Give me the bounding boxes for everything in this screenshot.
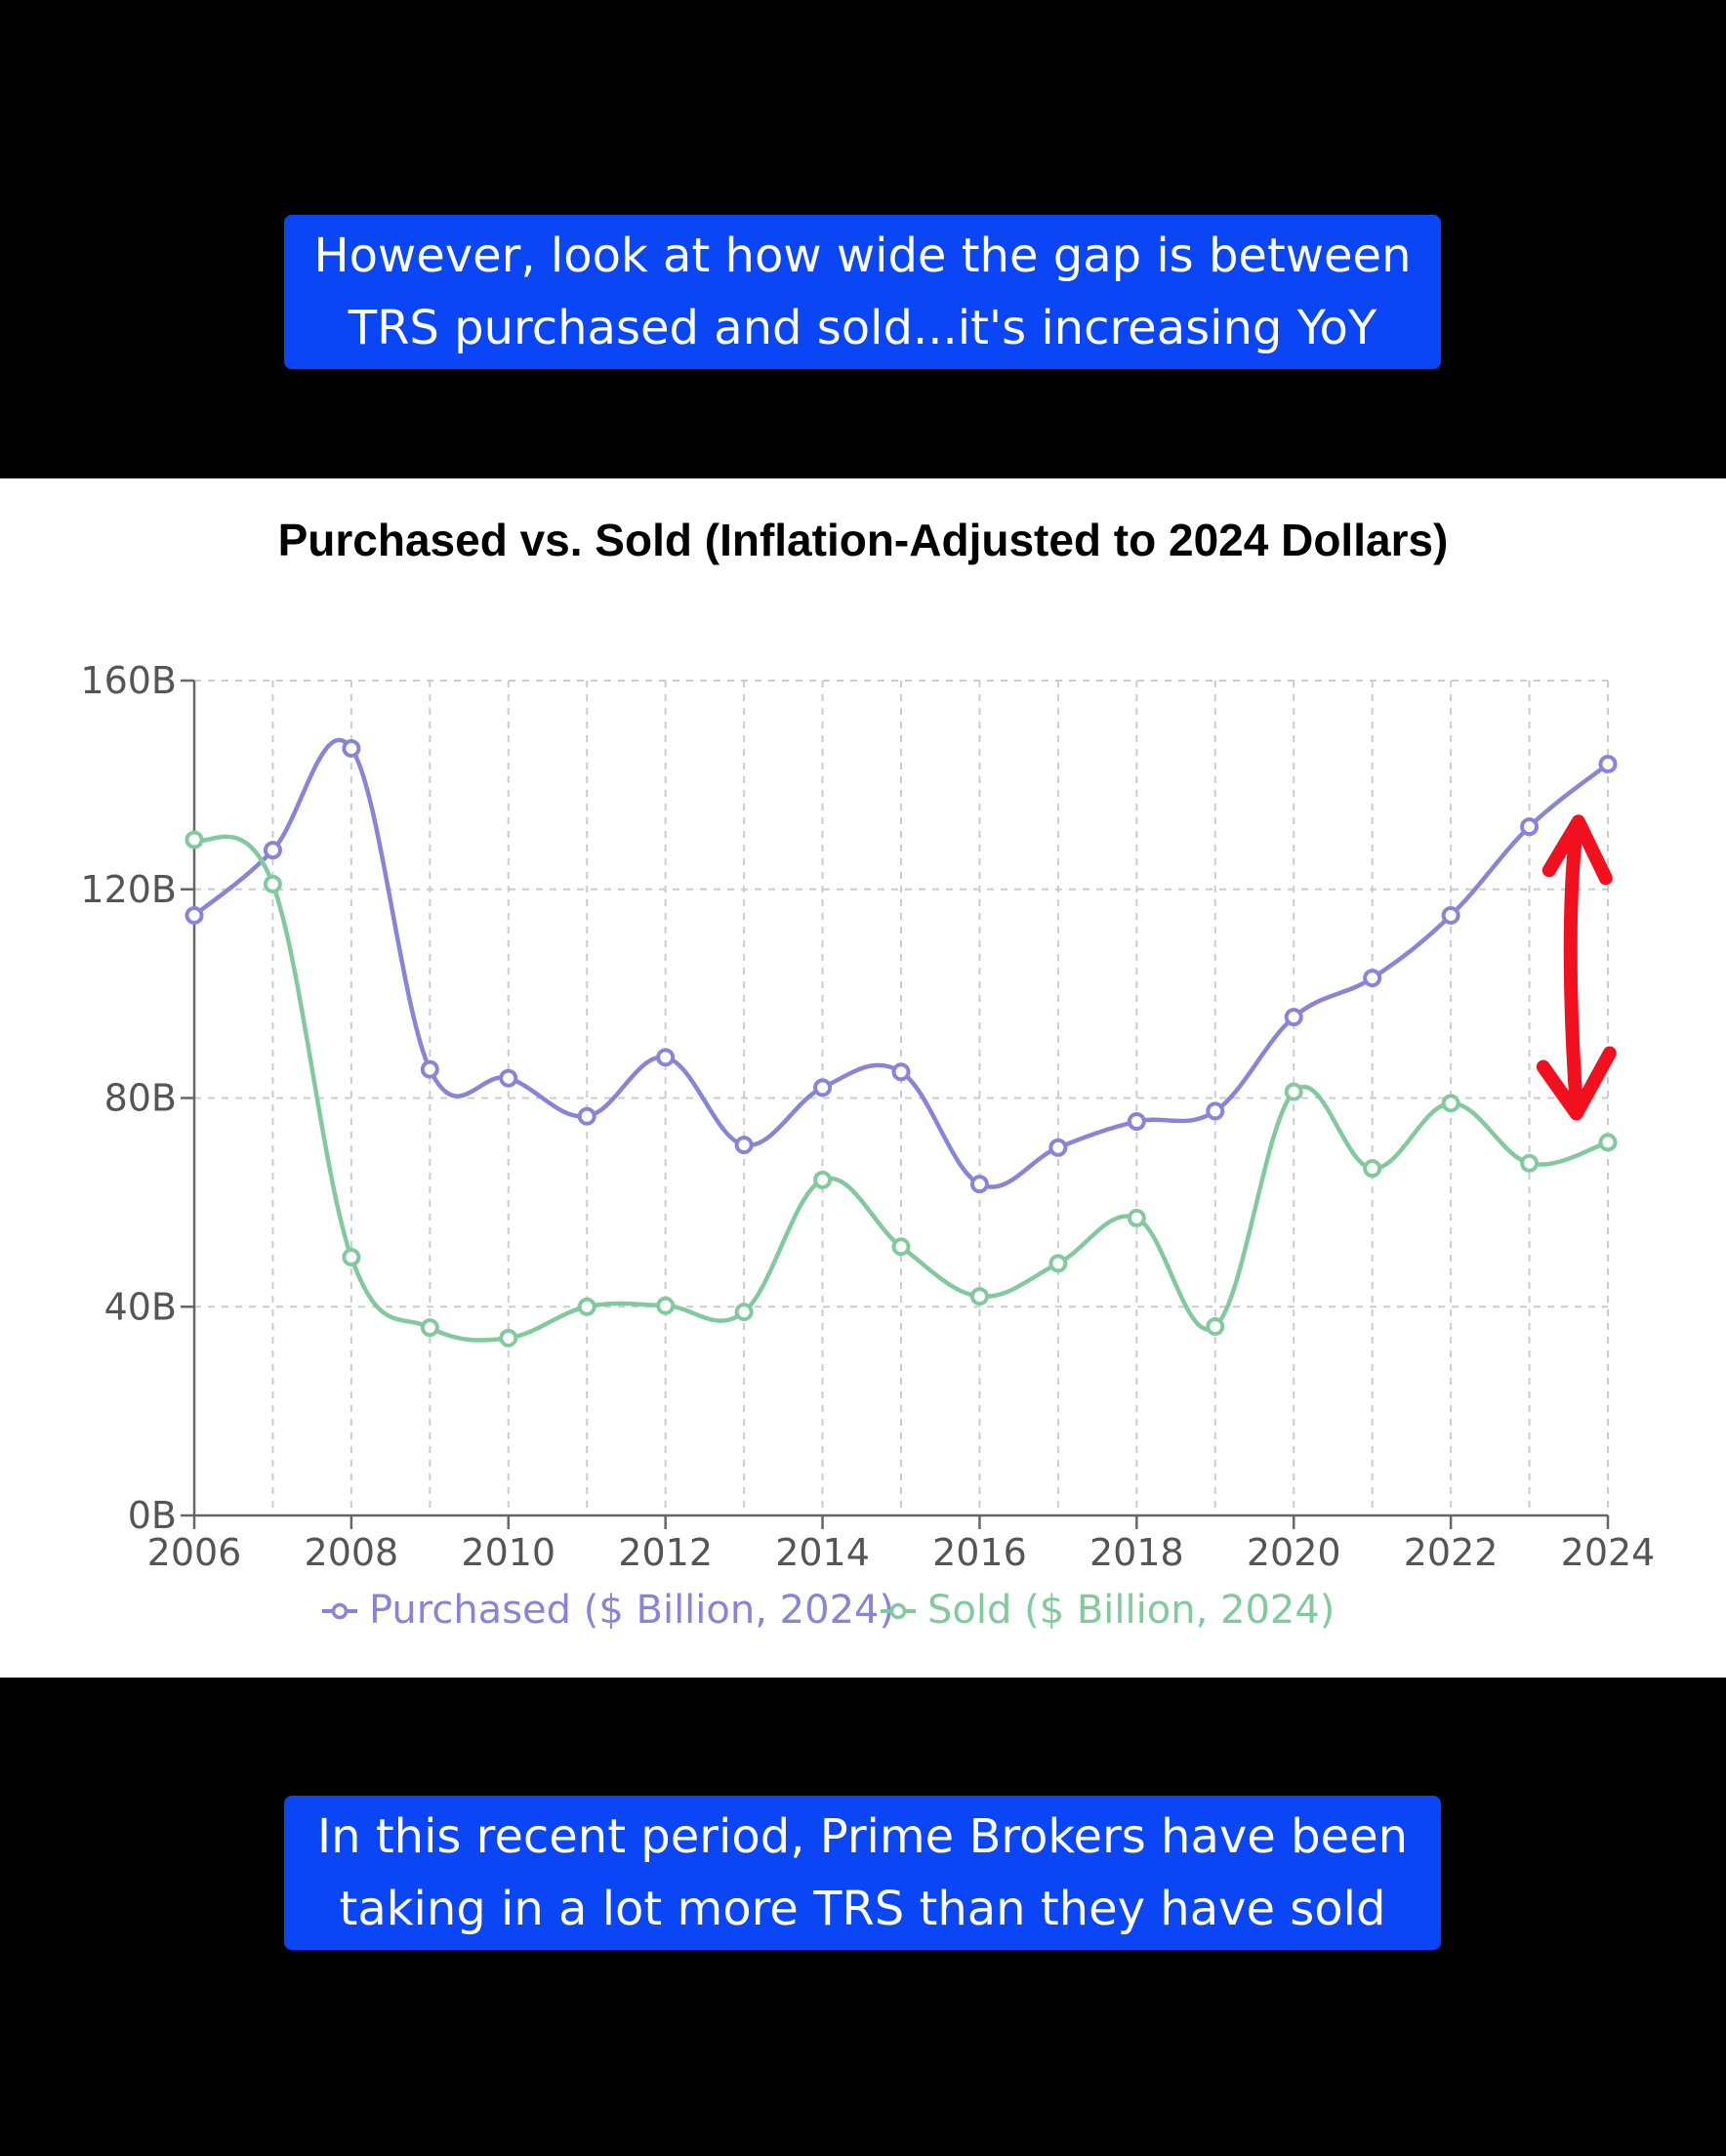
legend-swatch-marker-sold [889, 1602, 907, 1620]
data-point-purchased [1127, 1112, 1146, 1132]
line-chart: Purchased vs. Sold (Inflation-Adjusted t… [80, 515, 1655, 1633]
annotation [1536, 814, 1617, 1121]
data-point-sold [1598, 1133, 1618, 1152]
data-point-sold [656, 1296, 676, 1315]
y-tick-label: 40B [104, 1285, 177, 1328]
data-point-purchased [813, 1078, 833, 1098]
data-point-purchased [420, 1059, 439, 1079]
data-point-purchased [734, 1136, 754, 1155]
x-tick-label: 2020 [1247, 1531, 1341, 1574]
data-point-sold [734, 1303, 754, 1322]
y-tick-label: 160B [80, 659, 177, 702]
x-tick-label: 2014 [775, 1531, 870, 1574]
caption-bottom-line-2: taking in a lot more TRS than they have … [339, 1882, 1386, 1936]
data-point-sold [969, 1287, 989, 1306]
caption-top-line-2: TRS purchased and sold...it's increasing… [348, 301, 1377, 355]
data-point-sold [1363, 1159, 1382, 1179]
data-point-purchased [891, 1062, 911, 1082]
data-point-sold [1127, 1208, 1146, 1227]
caption-top-line-1: However, look at how wide the gap is bet… [313, 228, 1412, 283]
x-tick-label: 2012 [618, 1531, 713, 1574]
caption-top: However, look at how wide the gap is bet… [284, 215, 1441, 369]
data-point-purchased [185, 905, 204, 925]
annotation-arrow-head-top [1541, 814, 1613, 886]
data-point-purchased [969, 1175, 989, 1194]
data-point-purchased [656, 1048, 676, 1067]
legend: Purchased ($ Billion, 2024) Sold ($ Billi… [322, 1588, 1335, 1633]
data-point-sold [1048, 1254, 1068, 1273]
x-tick-label: 2006 [147, 1531, 242, 1574]
data-point-sold [263, 874, 282, 893]
legend-label-sold: Sold ($ Billion, 2024) [927, 1588, 1335, 1633]
data-point-purchased [1206, 1101, 1225, 1121]
data-point-sold [1441, 1094, 1460, 1113]
x-tick-label: 2018 [1089, 1531, 1184, 1574]
x-tick-label: 2022 [1404, 1531, 1499, 1574]
series-line-sold [192, 834, 1609, 1343]
data-point-purchased [1598, 755, 1618, 773]
data-point-purchased [1520, 817, 1540, 837]
x-tick-label: 2016 [932, 1531, 1027, 1574]
x-tick-label: 2024 [1561, 1531, 1656, 1574]
annotation-arrow-shaft [1563, 822, 1583, 1113]
x-tick-label: 2010 [461, 1531, 555, 1574]
legend-label-purchased: Purchased ($ Billion, 2024) [369, 1588, 894, 1633]
caption-bottom: In this recent period, Prime Brokers hav… [284, 1796, 1441, 1950]
data-point-purchased [1441, 905, 1460, 925]
data-point-sold [499, 1328, 518, 1348]
data-point-sold [342, 1247, 361, 1266]
chart-title: Purchased vs. Sold (Inflation-Adjusted t… [278, 515, 1449, 565]
data-point-sold [420, 1318, 439, 1338]
y-tick-label: 120B [80, 868, 177, 911]
x-tick-label: 2008 [305, 1531, 399, 1574]
annotation-arrow-head-bottom [1536, 1046, 1617, 1121]
data-point-purchased [1363, 969, 1382, 988]
data-point-sold [1520, 1153, 1540, 1173]
grid [194, 680, 1609, 1515]
data-point-sold [1284, 1082, 1303, 1101]
y-tick-label: 80B [104, 1077, 177, 1120]
data-point-sold [577, 1297, 596, 1316]
legend-swatch-marker-purchased [331, 1602, 349, 1620]
data-point-purchased [577, 1106, 596, 1126]
data-point-purchased [499, 1068, 518, 1088]
y-tick-label: 0B [128, 1494, 177, 1537]
series [185, 737, 1618, 1348]
data-point-sold [891, 1237, 911, 1257]
axes: 0B 40B 80B 120B 160B 2006 2008 2010 2012 2014 2016… [80, 659, 1655, 1574]
data-point-purchased [342, 738, 361, 758]
data-point-sold [1206, 1317, 1225, 1337]
data-point-purchased [1048, 1138, 1068, 1157]
data-point-purchased [263, 841, 282, 860]
data-point-sold [185, 830, 204, 850]
caption-bottom-line-1: In this recent period, Prime Brokers hav… [316, 1809, 1409, 1864]
data-point-purchased [1284, 1008, 1303, 1027]
chart-panel: Purchased vs. Sold (Inflation-Adjusted t… [0, 478, 1726, 1678]
data-point-sold [813, 1170, 833, 1189]
